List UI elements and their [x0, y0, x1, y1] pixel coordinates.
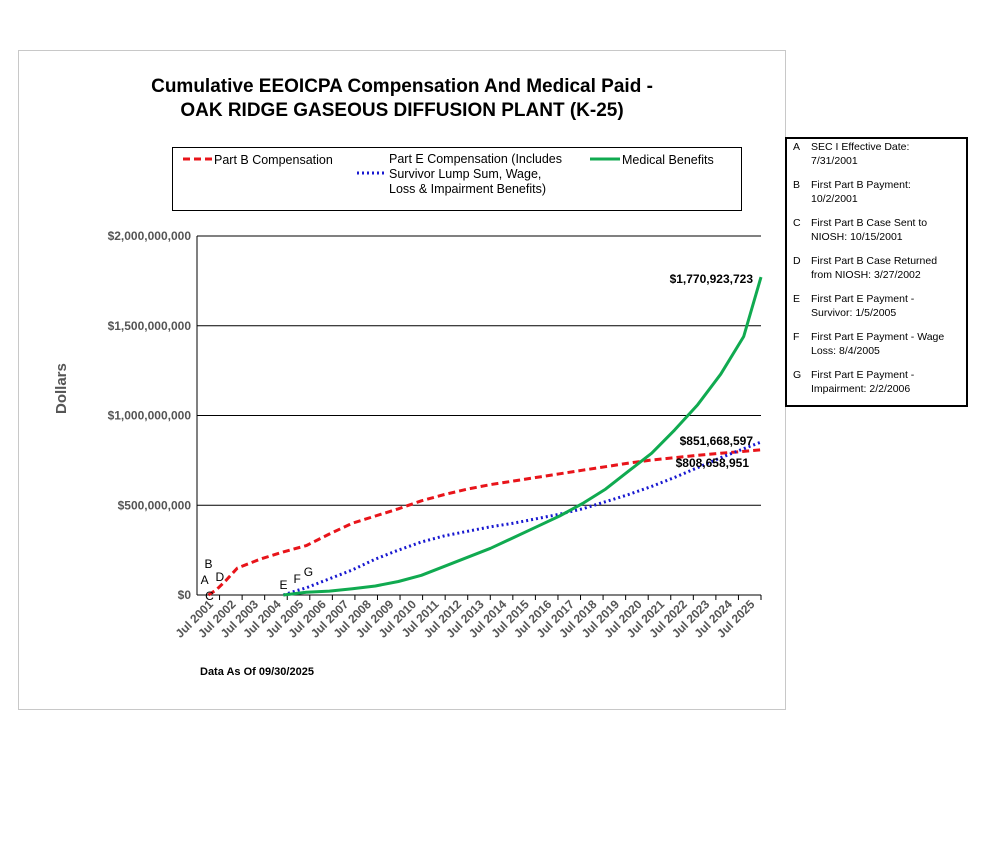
key-text-line: 7/31/2001: [811, 155, 858, 167]
key-text-line: Survivor: 1/5/2005: [811, 307, 897, 319]
legend-label-part-e-line: Part E Compensation (Includes: [389, 152, 563, 166]
key-text-line: First Part B Payment:: [811, 179, 911, 191]
key-text-line: 10/2/2001: [811, 193, 858, 205]
key-letter: B: [793, 179, 801, 191]
legend-swatch-part-b: [183, 157, 213, 161]
key-text: SEC I Effective Date: 7/31/2001: [811, 140, 963, 168]
y-tick-label: $1,000,000,000: [108, 409, 192, 423]
event-marker: C: [205, 589, 214, 603]
chart-title-line-1: Cumulative EEOICPA Compensation And Medi…: [151, 76, 653, 97]
key-letter: C: [793, 217, 801, 229]
key-letter: A: [793, 141, 801, 153]
data-label: $808,658,951: [676, 456, 750, 470]
y-tick-label: $2,000,000,000: [108, 229, 192, 243]
key-text-line: First Part B Case Sent to: [811, 217, 928, 229]
y-tick-label: $500,000,000: [118, 498, 192, 512]
key-text-line: First Part E Payment -: [811, 369, 915, 381]
key-text-line: SEC I Effective Date:: [811, 141, 910, 153]
key-text-line: Loss: 8/4/2005: [811, 345, 880, 357]
data-label: $851,668,597: [680, 434, 754, 448]
legend-swatch-part-e: [357, 171, 387, 175]
chart-title: Cumulative EEOICPA Compensation And Medi…: [19, 75, 785, 123]
key-text-line: NIOSH: 10/15/2001: [811, 231, 903, 243]
y-tick-label: $0: [178, 588, 192, 602]
series-line: [282, 440, 762, 597]
key-text: First Part E Payment - Impairment: 2/2/20…: [811, 368, 963, 396]
chart-frame: Cumulative EEOICPA Compensation And Medi…: [18, 50, 786, 710]
key-text-line: First Part B Case Returned: [811, 255, 938, 267]
key-text-line: Impairment: 2/2/2006: [811, 383, 911, 395]
key-letter: D: [793, 255, 801, 267]
key-letter: G: [793, 369, 802, 381]
key-text-line: First Part E Payment -: [811, 293, 915, 305]
chart-title-line-2: OAK RIDGE GASEOUS DIFFUSION PLANT (K-25): [180, 100, 624, 121]
y-tick-label: $1,500,000,000: [108, 319, 192, 333]
key-text: First Part E Payment - Survivor: 1/5/2005: [811, 292, 963, 320]
chart-legend: Part B Compensation Part E Compensation …: [172, 147, 742, 211]
key-text-line: from NIOSH: 3/27/2002: [811, 269, 921, 281]
event-marker: F: [293, 572, 300, 586]
event-key: A SEC I Effective Date: 7/31/2001 B First Pa…: [785, 137, 968, 407]
legend-label-medical: Medical Benefits: [622, 153, 714, 167]
legend-label-part-e: Part E Compensation (Includes Survivor L…: [389, 152, 562, 197]
key-letter: F: [793, 331, 800, 343]
legend-swatch-medical: [590, 157, 620, 161]
key-text: First Part E Payment - Wage Loss: 8/4/200…: [811, 330, 963, 358]
data-as-of: Data As Of 09/30/2025: [200, 666, 314, 678]
legend-label-part-b: Part B Compensation: [214, 153, 333, 167]
event-marker: E: [280, 578, 288, 592]
key-text: First Part B Case Returned from NIOSH: 3/…: [811, 254, 963, 282]
series-line: [283, 276, 763, 597]
key-letter: E: [793, 293, 801, 305]
legend-label-part-e-line: Survivor Lump Sum, Wage,: [389, 167, 542, 181]
event-marker: G: [304, 565, 313, 579]
event-marker: B: [205, 557, 213, 571]
data-label: $1,770,923,723: [670, 272, 754, 286]
series-line: [207, 448, 762, 597]
key-text: First Part B Case Sent to NIOSH: 10/15/20…: [811, 216, 963, 244]
event-marker: A: [201, 573, 209, 587]
event-marker: D: [215, 570, 224, 584]
key-text: First Part B Payment: 10/2/2001: [811, 178, 963, 206]
legend-label-part-e-line: Loss & Impairment Benefits): [389, 182, 547, 196]
key-text-line: First Part E Payment - Wage: [811, 331, 945, 343]
